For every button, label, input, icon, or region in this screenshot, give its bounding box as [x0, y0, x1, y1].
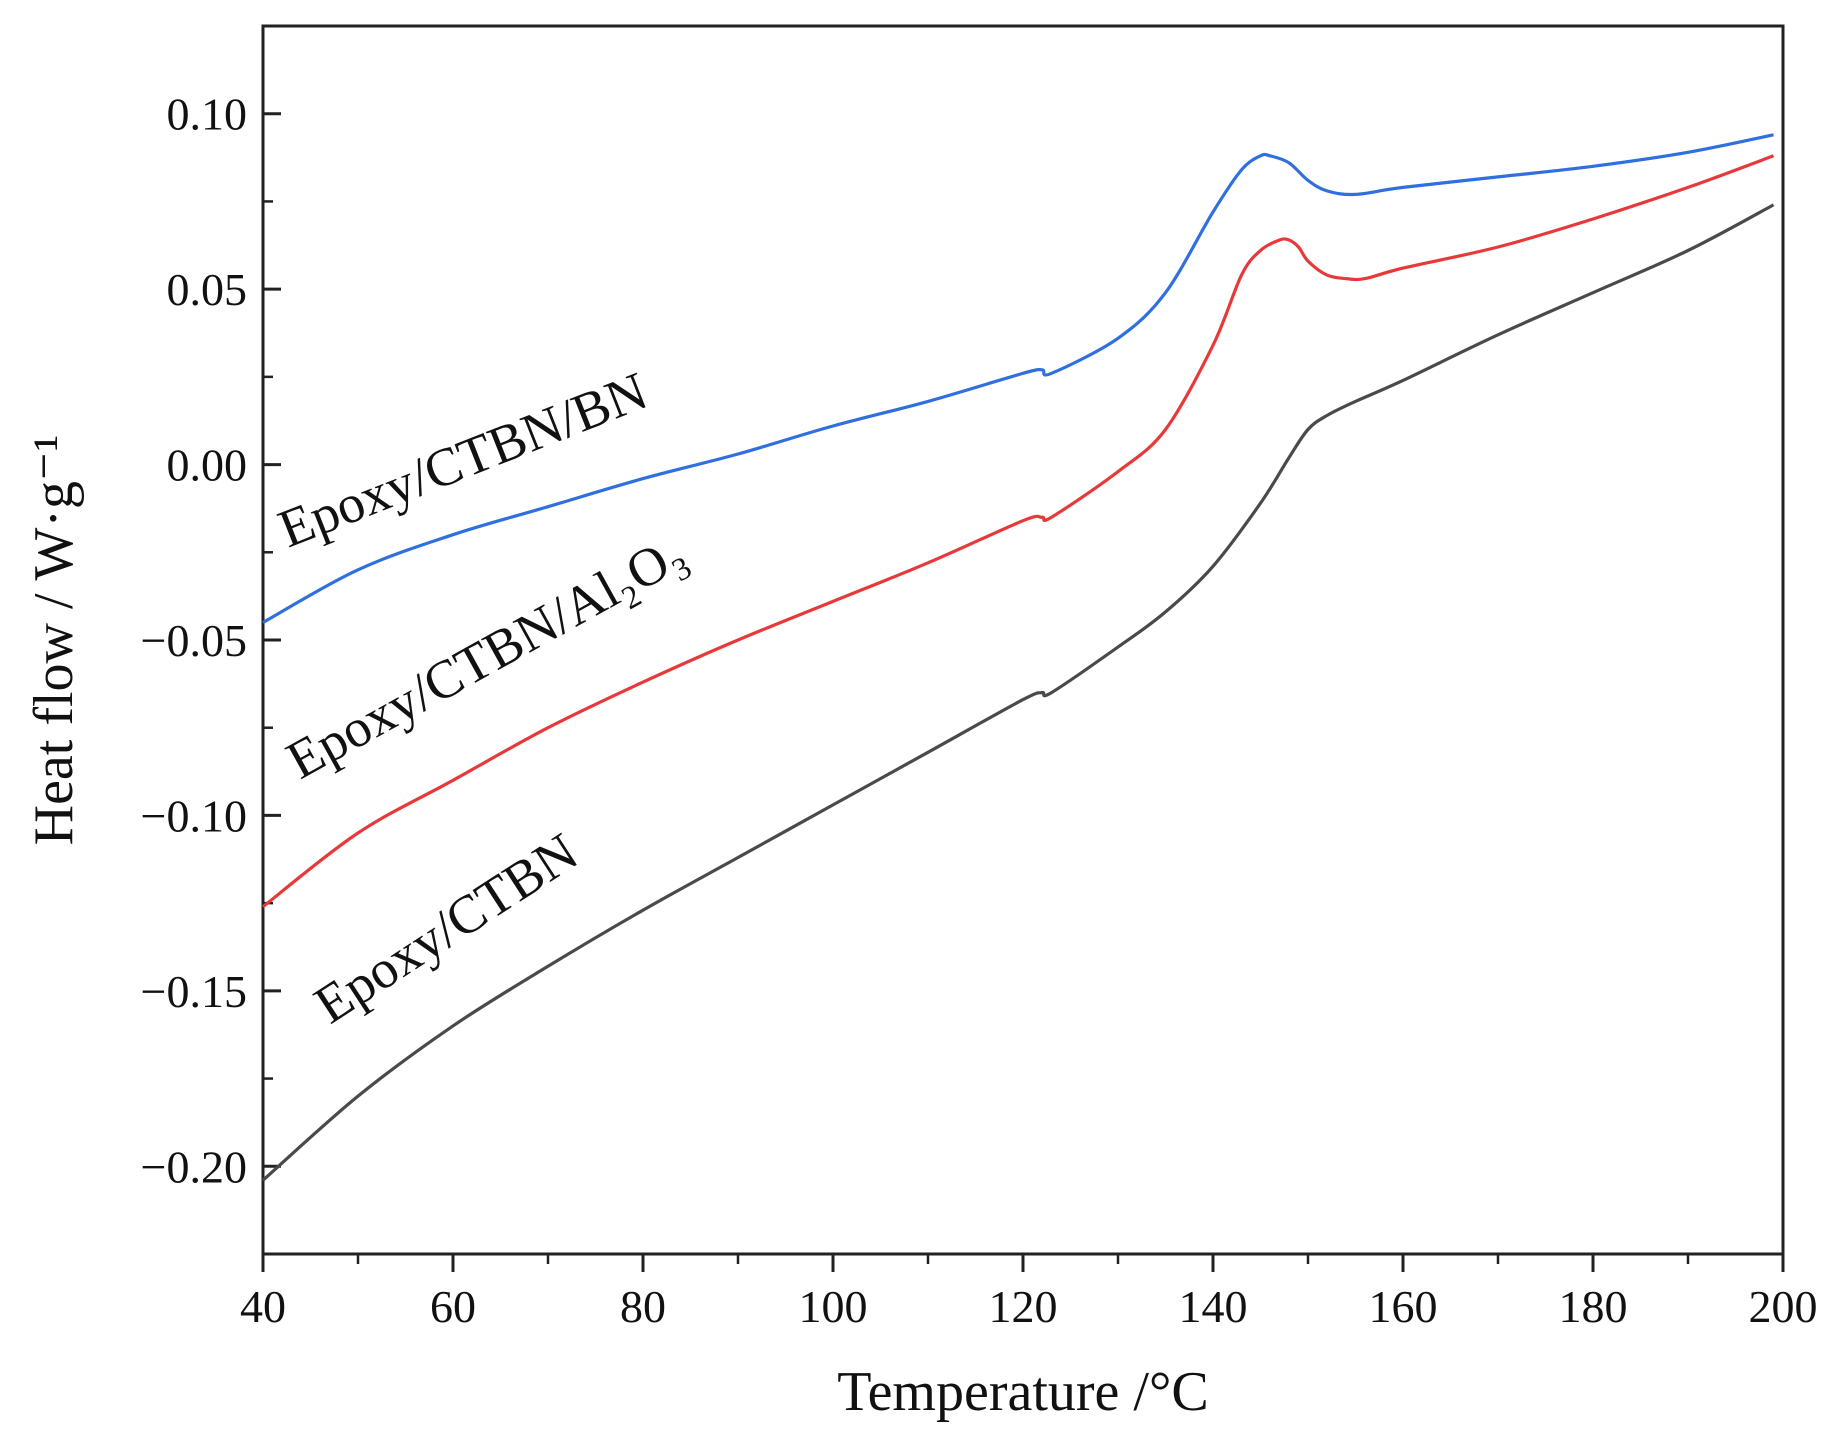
x-tick-label: 160	[1369, 1281, 1438, 1332]
y-axis-title: Heat flow / W·g⁻¹	[23, 435, 85, 846]
series-label-bn: Epoxy/CTBN/BN	[270, 360, 655, 559]
series-line-bn	[262, 133, 1774, 624]
y-axis: 0.10 0.05 0.00 −0.05 −0.10 −0.15 −0.20	[141, 89, 281, 1192]
y-tick-label: 0.05	[167, 264, 248, 315]
x-tick-label: 60	[430, 1281, 476, 1332]
x-tick-label: 200	[1749, 1281, 1818, 1332]
x-tick-label: 140	[1179, 1281, 1248, 1332]
x-tick-label: 100	[799, 1281, 868, 1332]
series-label-al2o3: Epoxy/CTBN/Al₂O₃	[277, 522, 696, 791]
series-label-ctbn: Epoxy/CTBN	[304, 821, 588, 1035]
x-tick-label: 80	[620, 1281, 666, 1332]
y-tick-label: 0.00	[167, 440, 248, 491]
x-axis-title: Temperature /°C	[837, 1361, 1208, 1423]
x-tick-label: 180	[1559, 1281, 1628, 1332]
x-tick-label: 40	[240, 1281, 286, 1332]
series-line-ctbn	[261, 203, 1775, 1182]
x-axis: 40 60 80 100 120 140 160 180 200	[240, 1254, 1818, 1332]
series-layer	[261, 133, 1775, 1182]
x-tick-label: 120	[989, 1281, 1058, 1332]
y-tick-label: −0.10	[141, 790, 247, 841]
y-tick-label: −0.05	[141, 615, 247, 666]
y-tick-label: 0.10	[167, 89, 248, 140]
series-line-al2o3	[262, 154, 1775, 908]
y-tick-label: −0.20	[141, 1141, 247, 1192]
y-tick-label: −0.15	[141, 966, 247, 1017]
